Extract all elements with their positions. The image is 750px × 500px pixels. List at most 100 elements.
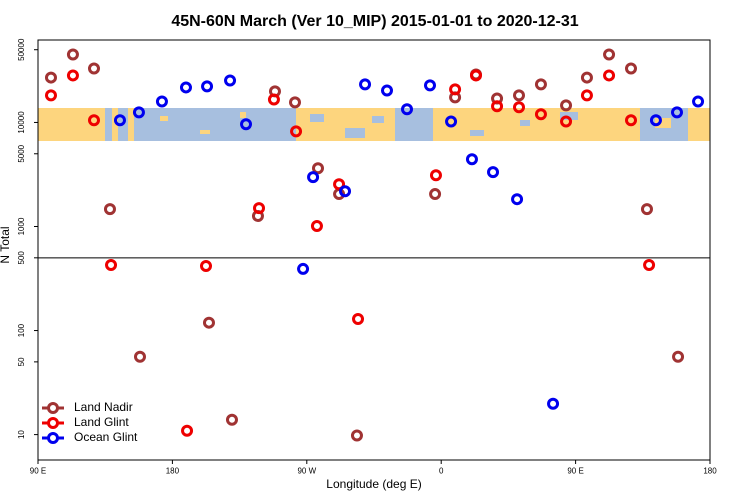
data-point [113, 114, 126, 127]
x-tick-label: 90 W [297, 467, 316, 476]
y-tick-label: 50000 [17, 38, 26, 61]
data-point [155, 95, 168, 108]
legend-marker [47, 417, 59, 429]
data-point [649, 114, 662, 127]
data-point [310, 220, 323, 233]
data-point [513, 89, 526, 102]
map-land [240, 112, 246, 118]
data-point [181, 424, 194, 437]
map-water [372, 116, 384, 123]
data-point [240, 118, 253, 131]
data-point [513, 101, 526, 114]
x-tick-label: 180 [703, 467, 717, 476]
data-point [312, 162, 324, 175]
data-point [202, 316, 215, 329]
data-point [560, 115, 573, 128]
data-point [401, 103, 414, 116]
data-point [352, 313, 365, 326]
map-land [160, 116, 168, 121]
data-point [534, 108, 547, 121]
map-land [128, 108, 134, 141]
data-point [580, 89, 593, 102]
data-point [225, 413, 238, 426]
data-point [66, 48, 79, 61]
data-point [424, 79, 436, 92]
data-point [380, 84, 393, 97]
y-tick-label: 10000 [17, 111, 26, 134]
data-point [449, 83, 462, 96]
data-point [560, 99, 573, 112]
x-tick-label: 0 [439, 467, 444, 476]
y-tick-label: 500 [17, 251, 26, 265]
legend-label: Land Nadir [74, 400, 133, 414]
data-point [511, 193, 524, 206]
data-point [429, 188, 442, 201]
data-point [603, 48, 616, 61]
data-point [44, 71, 57, 84]
data-point [469, 69, 482, 82]
data-point [491, 100, 504, 113]
legend-label: Land Glint [74, 415, 129, 429]
map-land [112, 108, 118, 141]
data-point [603, 69, 616, 82]
data-point [350, 429, 363, 442]
x-axis-label: Longitude (deg E) [326, 477, 421, 491]
y-tick-label: 5000 [17, 144, 26, 162]
data-point [44, 89, 57, 102]
data-point [487, 166, 500, 179]
data-point [625, 114, 638, 127]
map-land [688, 108, 710, 141]
legend-marker [47, 432, 59, 444]
map-land [655, 118, 671, 128]
data-point [534, 78, 547, 91]
data-point [625, 62, 638, 75]
map-water [310, 114, 324, 122]
data-point [88, 114, 100, 127]
data-point [253, 202, 266, 215]
x-tick-label: 90 E [30, 467, 46, 476]
map-land [200, 130, 210, 134]
plot-frame [37, 39, 711, 461]
y-tick-label: 1000 [17, 217, 26, 235]
data-point [465, 153, 478, 166]
data-point [547, 397, 560, 410]
data-point [672, 350, 685, 363]
data-point [640, 203, 653, 216]
data-point [289, 96, 302, 109]
y-tick-label: 50 [17, 357, 26, 366]
data-point [692, 95, 705, 108]
data-point [66, 69, 79, 82]
data-point [200, 260, 212, 273]
data-point [179, 81, 192, 94]
chart-title: 45N-60N March (Ver 10_MIP) 2015-01-01 to… [171, 13, 578, 30]
legend-label: Ocean Glint [74, 430, 138, 444]
data-point [133, 350, 146, 363]
map-water [520, 120, 530, 126]
x-tick-label: 90 E [567, 467, 583, 476]
data-point [290, 125, 303, 138]
data-point [201, 80, 214, 93]
x-tick-label: 180 [166, 467, 180, 476]
data-point [132, 106, 145, 119]
data-point [103, 203, 116, 216]
legend-marker [47, 402, 59, 414]
data-point [643, 258, 656, 271]
data-point [307, 171, 320, 184]
data-point [580, 71, 593, 84]
data-point [224, 74, 237, 87]
y-tick-label: 100 [17, 323, 26, 337]
data-point [333, 178, 346, 191]
data-point [105, 258, 118, 271]
map-water [470, 130, 484, 136]
data-point [359, 78, 372, 91]
data-point [670, 106, 683, 119]
y-tick-label: 10 [17, 430, 26, 439]
data-point [267, 93, 280, 106]
map-water [560, 112, 578, 120]
map-water [345, 128, 365, 138]
data-point [297, 262, 310, 275]
data-point [445, 115, 458, 128]
data-point [88, 62, 100, 75]
y-axis-label: N Total [0, 226, 12, 263]
